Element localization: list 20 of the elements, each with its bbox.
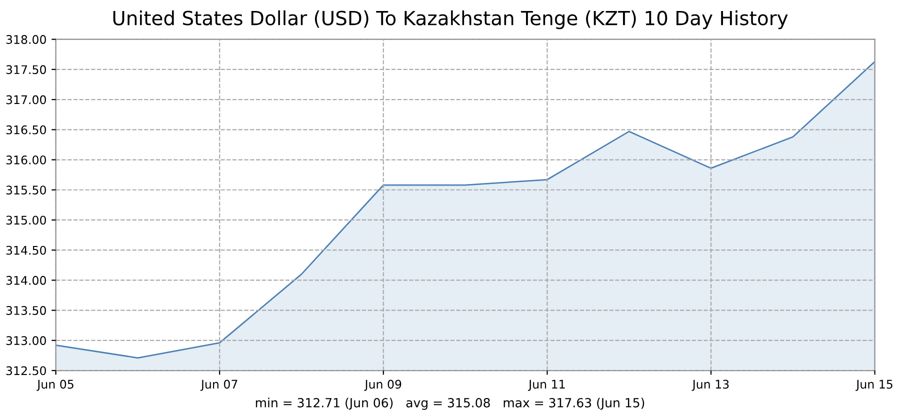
x-tick-label: Jun 07 — [200, 380, 238, 391]
x-tick-label: Jun 13 — [692, 380, 729, 391]
y-tick-label: 314.50 — [6, 246, 46, 255]
y-tick-label: 313.50 — [6, 306, 46, 315]
y-tick-label: 315.50 — [6, 186, 46, 195]
text: min = 312.71 (Jun 06) avg = 315.08 max = 317.63 (Jun 15) — [256, 398, 644, 410]
y-tick-label: 318.00 — [6, 35, 46, 44]
y-tick-label: 317.00 — [6, 95, 46, 104]
chart-title: United States Dollar (USD) To Kazakhstan Tenge (KZT) 10 Day History — [113, 10, 788, 30]
y-tick-label: 315.00 — [6, 216, 46, 225]
x-tick-label: Jun 15 — [856, 380, 892, 391]
y-tick-label: 313.00 — [6, 336, 46, 346]
x-tick-label: Jun 11 — [528, 380, 565, 391]
y-tick-label: 317.50 — [6, 65, 46, 74]
y-tick-label: 316.00 — [6, 155, 46, 164]
y-tick-label: 314.00 — [6, 276, 46, 285]
x-tick-label: Jun 05 — [36, 380, 74, 391]
x-tick-label: Jun 09 — [364, 380, 402, 391]
y-tick-label: 312.50 — [6, 366, 46, 376]
y-tick-label: 316.50 — [6, 125, 46, 134]
